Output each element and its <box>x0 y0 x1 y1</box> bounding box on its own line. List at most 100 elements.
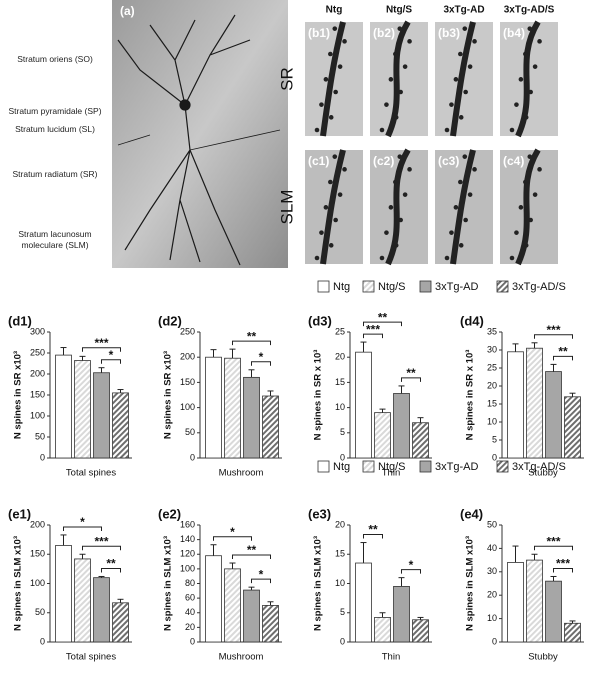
spine <box>527 154 533 159</box>
spine <box>333 217 338 223</box>
spine <box>314 255 320 261</box>
spine <box>514 230 519 235</box>
spine <box>393 51 398 57</box>
bar <box>93 372 110 459</box>
y-tick-label: 150 <box>180 377 195 387</box>
spine <box>337 64 343 69</box>
y-tick-label: 50 <box>487 519 497 529</box>
legend-label: Ntg <box>333 461 350 473</box>
bar-chart: (d2) 0 50 100 150 200 250 N spines in SR x10³ Mu… <box>158 313 282 479</box>
bar <box>507 351 524 459</box>
significance-label: ** <box>558 345 568 359</box>
bar <box>355 351 372 459</box>
dendrite <box>385 20 411 138</box>
panel-label: (b2) <box>373 26 395 40</box>
spine <box>458 51 463 57</box>
legend-label: 3xTg-AD <box>435 461 478 473</box>
panel-label: (d2) <box>158 313 182 328</box>
x-axis-label: Total spines <box>66 468 116 479</box>
significance-label: * <box>230 525 235 539</box>
bar-chart: (d3) 0 5 10 15 20 25 N spines in SR x 10³ Thin **… <box>308 310 432 479</box>
spine <box>323 205 329 210</box>
panel-label: (b3) <box>438 26 460 40</box>
significance-label: * <box>259 567 264 581</box>
y-tick-label: 0 <box>492 636 497 646</box>
layer-label: Stratum lucidum (SL) <box>15 124 95 134</box>
spine <box>402 192 408 197</box>
significance-label: ** <box>247 543 257 557</box>
panel-label: (e2) <box>158 506 181 521</box>
significance-bracket <box>534 545 573 551</box>
y-tick-label: 150 <box>30 389 45 399</box>
dendrite <box>385 148 411 266</box>
y-tick-label: 25 <box>487 362 497 372</box>
significance-bracket <box>363 321 402 327</box>
y-axis-label: N spines in SLM x10³ <box>13 536 24 631</box>
y-tick-label: 100 <box>30 578 45 588</box>
dendrite <box>450 149 476 265</box>
y-tick-label: 5 <box>492 434 497 444</box>
spine <box>323 77 329 82</box>
y-tick-label: 100 <box>180 563 195 573</box>
spine <box>314 127 320 133</box>
bar <box>224 568 241 643</box>
spine <box>462 154 468 159</box>
x-axis-label: Thin <box>382 468 400 479</box>
spine <box>444 255 450 261</box>
spine <box>532 192 538 197</box>
significance-bracket <box>401 377 421 382</box>
spine <box>523 51 528 57</box>
spine <box>463 89 468 95</box>
legend-swatch <box>362 280 375 293</box>
y-tick-label: 15 <box>335 377 345 387</box>
y-tick-label: 10 <box>487 613 497 623</box>
spine <box>384 102 389 107</box>
y-tick-label: 120 <box>180 549 195 559</box>
significance-label: *** <box>546 323 560 337</box>
significance-label: * <box>259 350 264 364</box>
spine <box>449 102 454 107</box>
spine <box>407 167 412 172</box>
y-tick-label: 25 <box>335 326 345 336</box>
column-label: 3xTg-AD/S <box>504 5 555 16</box>
x-axis-label: Thin <box>382 652 400 663</box>
spine <box>527 26 533 31</box>
significance-bracket <box>401 569 421 574</box>
bar <box>55 545 72 643</box>
bar <box>74 360 91 459</box>
significance-bracket <box>63 526 102 531</box>
y-tick-label: 60 <box>185 593 195 603</box>
bar <box>507 562 524 643</box>
spine <box>449 230 454 235</box>
y-tick-label: 15 <box>487 398 497 408</box>
bar <box>545 371 562 459</box>
legend-label: 3xTg-AD/S <box>512 461 566 473</box>
y-axis-label: N spines in SR x 10³ <box>313 350 324 441</box>
spine <box>514 102 519 107</box>
y-axis-label: N spines in SLM x10³ <box>313 536 324 631</box>
y-tick-label: 20 <box>487 590 497 600</box>
legend-swatch <box>362 460 375 473</box>
layer-label: Stratum radiatum (SR) <box>12 169 98 179</box>
bar <box>93 577 110 643</box>
bar <box>374 617 391 643</box>
bar-chart: (d1) 0 50 100 150 200 250 300 N spines in SR x10… <box>8 313 132 479</box>
y-tick-label: 20 <box>335 352 345 362</box>
significance-label: * <box>109 348 114 362</box>
panel-label: (b4) <box>503 26 525 40</box>
y-tick-label: 50 <box>35 607 45 617</box>
column-label: Ntg <box>326 5 343 16</box>
y-tick-label: 20 <box>487 380 497 390</box>
significance-label: ** <box>247 329 257 343</box>
spine <box>528 217 533 223</box>
significance-label: ** <box>106 557 116 571</box>
y-tick-label: 5 <box>340 607 345 617</box>
bar <box>243 589 260 643</box>
significance-bracket <box>232 340 271 346</box>
legend-swatch <box>317 280 330 293</box>
y-tick-label: 10 <box>487 416 497 426</box>
significance-bracket <box>553 567 573 573</box>
spine <box>444 127 450 133</box>
significance-bracket <box>251 578 271 584</box>
